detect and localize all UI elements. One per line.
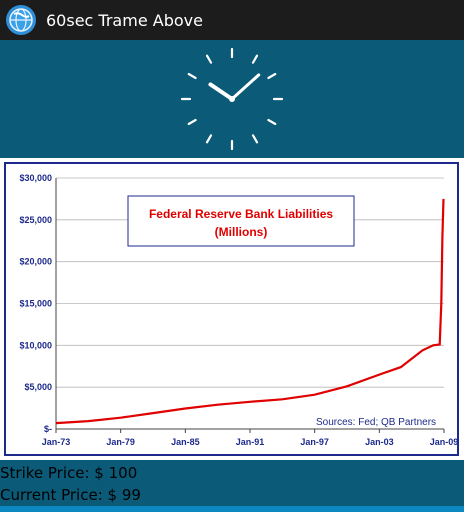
current-price-label: Current Price: $ 99 [0, 486, 141, 504]
clock-tick [187, 72, 197, 80]
x-tick-labels: Jan-73 Jan-79 Jan-85 Jan-91 Jan-97 Jan-03 Jan-… [42, 437, 457, 447]
clock-tick [187, 118, 197, 126]
price-area: Strike Price: $ 100 Current Price: $ 99 [0, 460, 464, 512]
y-tick-label: $10,000 [19, 340, 52, 350]
series-line [55, 198, 445, 425]
chart-subtitle: (Millions) [215, 225, 268, 239]
x-tick-label: Jan-03 [365, 437, 394, 447]
clock-tick [267, 72, 277, 80]
y-tick-label: $- [44, 424, 52, 434]
clock-icon [180, 47, 284, 151]
clock-minute-hand [230, 73, 261, 101]
action-bar: 60sec Trame Above [0, 0, 464, 40]
strike-price-label: Strike Price: $ 100 [0, 464, 138, 482]
y-tick-label: $15,000 [19, 299, 52, 309]
y-tick-label: $5,000 [24, 382, 52, 392]
globe-icon [9, 8, 33, 32]
clock-area [0, 40, 464, 158]
chart-axes [55, 178, 445, 433]
clock-hour-hand [208, 82, 234, 101]
x-tick-label: Jan-79 [106, 437, 135, 447]
bottom-strip [0, 506, 464, 512]
y-tick-label: $25,000 [19, 215, 52, 225]
chart-panel: $- $5,000 $10,000 $15,000 $20,000 $25,000 $30,… [0, 158, 464, 460]
y-tick-labels: $- $5,000 $10,000 $15,000 $20,000 $25,000 $30,… [19, 173, 52, 434]
x-tick-label: Jan-85 [171, 437, 200, 447]
chart-frame: $- $5,000 $10,000 $15,000 $20,000 $25,000 $30,… [4, 162, 459, 456]
app-title: 60sec Trame Above [46, 10, 203, 30]
line-chart: $- $5,000 $10,000 $15,000 $20,000 $25,000 $30,… [19, 173, 457, 447]
chart-title-box [127, 195, 355, 247]
x-tick-label: Jan-09 [430, 437, 457, 447]
x-tick-label: Jan-97 [300, 437, 329, 447]
clock-tick [205, 134, 213, 144]
x-tick-label: Jan-73 [42, 437, 71, 447]
chart-annotation: Sources: Fed; QB Partners [316, 417, 436, 428]
clock-tick [251, 134, 259, 144]
clock-tick [267, 118, 277, 126]
y-tick-label: $30,000 [19, 173, 52, 183]
clock-ticks [180, 47, 284, 151]
clock-tick [205, 54, 213, 64]
y-tick-label: $20,000 [19, 257, 52, 267]
x-tick-label: Jan-91 [236, 437, 265, 447]
clock-tick [251, 54, 259, 64]
globe-app-icon[interactable] [6, 5, 36, 35]
clock-center [229, 96, 235, 102]
chart-title: Federal Reserve Bank Liabilities [149, 207, 333, 221]
